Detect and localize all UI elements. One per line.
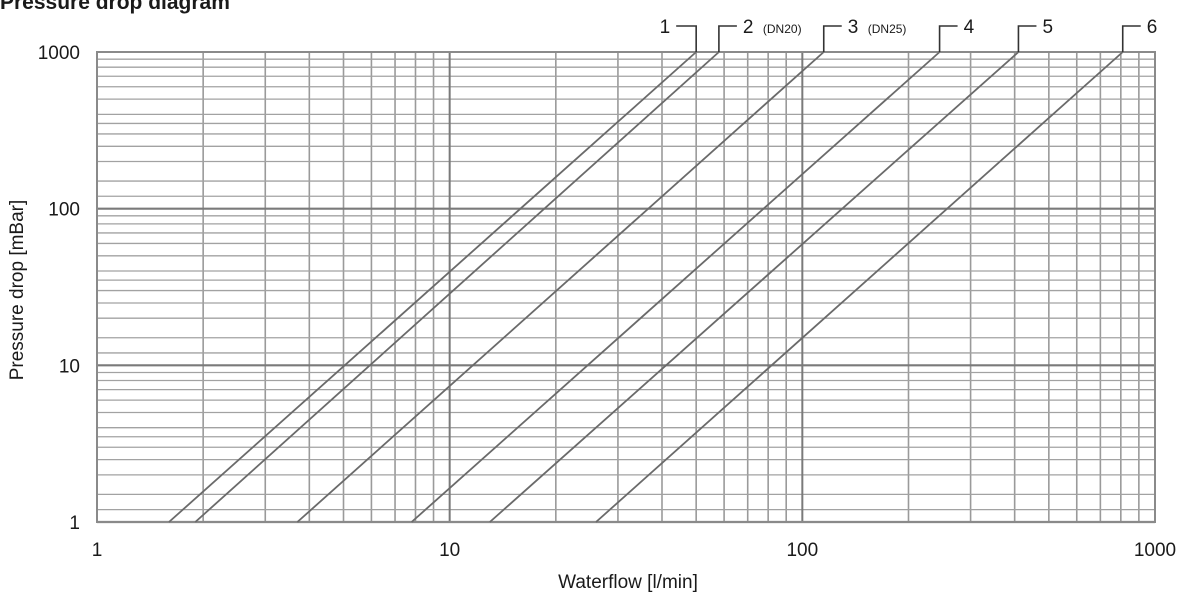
series-labels: 1 2 (DN20) 3 (DN25) 4 5 6 bbox=[660, 17, 1158, 52]
series-label-3: 3 bbox=[848, 17, 859, 38]
y-tick-label: 100 bbox=[48, 200, 80, 221]
series-label-6: 6 bbox=[1147, 17, 1158, 38]
y-tick-labels: 1 10 100 1000 bbox=[38, 43, 80, 534]
series-label-leader-6 bbox=[1121, 25, 1141, 52]
minor-grid bbox=[97, 52, 1155, 522]
series-label-leader-1 bbox=[676, 25, 697, 52]
chart-title: Pressure drop diagram bbox=[0, 0, 230, 14]
series-label-4: 4 bbox=[964, 17, 975, 38]
series-line-4 bbox=[411, 51, 941, 523]
x-tick-label: 1000 bbox=[1134, 540, 1176, 561]
x-tick-labels: 1 10 100 1000 bbox=[92, 540, 1176, 561]
series-label-leader-5 bbox=[1017, 25, 1037, 52]
series-lines bbox=[168, 51, 1124, 523]
series-line-2 bbox=[194, 51, 720, 523]
series-label-5: 5 bbox=[1042, 17, 1053, 38]
x-tick-label: 10 bbox=[439, 540, 460, 561]
x-tick-label: 1 bbox=[92, 540, 103, 561]
y-tick-label: 1 bbox=[69, 513, 80, 534]
x-tick-label: 100 bbox=[786, 540, 818, 561]
series-label-leader-4 bbox=[938, 25, 958, 52]
x-axis-label: Waterflow [l/min] bbox=[558, 572, 698, 593]
series-line-3 bbox=[296, 51, 825, 523]
series-label-1: 1 bbox=[660, 17, 671, 38]
major-grid bbox=[96, 52, 1155, 524]
y-tick-label: 1000 bbox=[38, 43, 80, 64]
y-tick-label: 10 bbox=[59, 356, 80, 377]
series-label-leader-3 bbox=[822, 25, 842, 52]
series-note-2: (DN20) bbox=[763, 22, 802, 36]
series-label-leader-2 bbox=[718, 25, 737, 52]
series-line-6 bbox=[595, 51, 1124, 523]
series-line-1 bbox=[168, 51, 697, 523]
series-line-5 bbox=[489, 51, 1020, 523]
plot-frame bbox=[96, 51, 1156, 523]
series-note-3: (DN25) bbox=[868, 22, 907, 36]
series-label-2: 2 bbox=[743, 17, 754, 38]
